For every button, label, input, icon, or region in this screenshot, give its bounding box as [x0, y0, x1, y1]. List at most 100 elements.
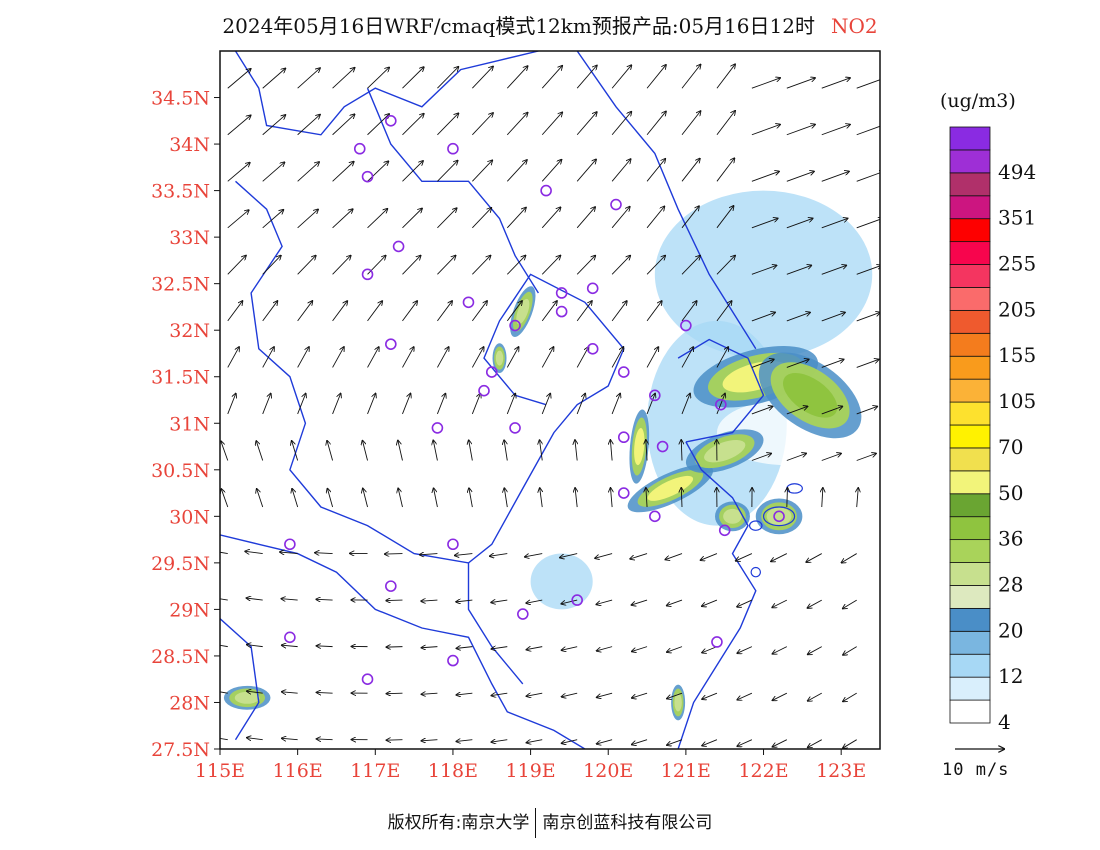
- wind-arrow: [367, 114, 390, 136]
- wind-arrow: [667, 692, 683, 698]
- monitoring-station: [509, 422, 521, 434]
- wind-arrow: [490, 554, 508, 557]
- wind-arrow: [220, 551, 228, 555]
- wind-arrow: [716, 347, 728, 368]
- concentration-patch: [367, 367, 477, 480]
- concentration-core: [634, 427, 645, 466]
- colorbar-swatch: [949, 585, 991, 609]
- wind-arrow: [402, 161, 423, 182]
- wind-arrow: [667, 646, 683, 652]
- wind-arrow: [786, 124, 815, 136]
- wind-arrow: [716, 158, 734, 182]
- wind-arrow: [262, 256, 281, 275]
- wind-arrow: [857, 488, 859, 508]
- wind-arrow: [456, 693, 473, 695]
- wind-arrow: [541, 301, 557, 322]
- wind-arrow: [526, 600, 543, 603]
- footer-separator: [535, 808, 537, 838]
- wind-arrow: [702, 692, 718, 699]
- wind-arrow: [702, 599, 718, 606]
- wind-arrow: [227, 210, 249, 229]
- map-title: 2024年05月16日WRF/cmaq模式12km预报产品:05月16日12时 N…: [0, 10, 1100, 39]
- wind-arrow: [280, 552, 298, 554]
- wind-arrow: [702, 739, 718, 746]
- wind-arrow: [367, 209, 388, 229]
- lon-tick-label: 120E: [583, 760, 633, 782]
- colorbar-swatch: [949, 653, 991, 678]
- wind-arrow: [681, 206, 699, 229]
- wind-arrow: [646, 256, 665, 275]
- wind-arrow: [385, 554, 403, 555]
- wind-arrow: [562, 646, 578, 651]
- wind-arrow: [471, 347, 483, 368]
- monitoring-station: [361, 170, 374, 183]
- wind-arrow: [737, 739, 753, 747]
- concentration-patch: [530, 134, 655, 247]
- monitoring-station: [555, 287, 568, 299]
- wind-arrow: [751, 218, 778, 229]
- wind-arrow: [751, 265, 777, 275]
- wind-arrow: [506, 160, 527, 182]
- wind-arrow: [575, 488, 577, 508]
- wind-arrow: [716, 394, 725, 415]
- wind-arrow: [807, 599, 822, 608]
- wind-arrow: [632, 692, 648, 698]
- wind-arrow: [773, 646, 788, 654]
- lat-tick-label: 34N: [169, 134, 210, 156]
- lon-tick-label: 118E: [428, 760, 478, 782]
- wind-arrow: [597, 739, 613, 744]
- concentration-core: [234, 691, 260, 704]
- boundary-line: [235, 180, 625, 564]
- colorbar-swatch: [949, 355, 991, 380]
- axis-layer: 34.5N 34N 33.5N 33N 32.5N 32N 31.5N 31N 30.5N 30N…: [151, 88, 866, 782]
- wind-arrow: [367, 394, 376, 415]
- colorbar-swatch: [949, 149, 991, 174]
- wind-arrow: [262, 210, 284, 229]
- wind-arrow: [773, 692, 788, 700]
- monitoring-station: [385, 115, 397, 127]
- wind-arrow: [541, 256, 560, 275]
- wind-arrow: [262, 301, 278, 322]
- wind-arrow: [786, 78, 815, 89]
- colorbar-swatch: [949, 287, 991, 311]
- island-outline: [762, 506, 796, 527]
- wind-arrow: [421, 600, 438, 601]
- wind-arrow: [822, 488, 823, 508]
- wind-arrow: [420, 554, 438, 555]
- monitoring-station: [478, 384, 490, 397]
- wind-arrow: [843, 599, 857, 608]
- colorbar-swatch: [949, 424, 991, 449]
- wind-arrow: [262, 162, 285, 182]
- colorbar: 4 12 20 28 36 50 70 105 155 205 255 351 494: [949, 126, 1036, 734]
- wind-arrow: [421, 693, 438, 694]
- wind-arrow: [646, 159, 665, 182]
- wind-arrow: [843, 739, 857, 748]
- colorbar-swatch: [949, 630, 991, 655]
- wind-arrow: [681, 159, 700, 182]
- wind-arrow: [247, 691, 263, 693]
- wind-arrow: [806, 553, 822, 563]
- lon-tick-label: 123E: [816, 760, 866, 782]
- island-outline: [748, 520, 763, 531]
- wind-arrow: [469, 440, 473, 461]
- wind-arrow: [681, 440, 682, 461]
- monitoring-station: [610, 198, 622, 211]
- wind-arrow: [282, 645, 298, 646]
- wind-arrow: [751, 453, 771, 461]
- wind-arrow: [402, 301, 417, 322]
- wind-arrow: [786, 218, 813, 229]
- wind-arrow: [646, 111, 666, 136]
- wind-arrow: [472, 113, 493, 136]
- boundary-line: [677, 441, 757, 749]
- lat-tick-label: 30.5N: [151, 460, 210, 482]
- title-species: NO2: [830, 14, 878, 38]
- wind-arrow: [262, 347, 274, 368]
- wind-arrow: [247, 738, 263, 740]
- monitoring-station: [711, 636, 723, 648]
- wind-arrow: [367, 347, 379, 368]
- wind-arrow: [297, 394, 306, 415]
- copyright-text: 版权所有:南京大学: [387, 813, 530, 833]
- wind-arrow: [527, 647, 543, 650]
- wind-arrow: [456, 740, 473, 742]
- wind-arrow: [808, 692, 822, 701]
